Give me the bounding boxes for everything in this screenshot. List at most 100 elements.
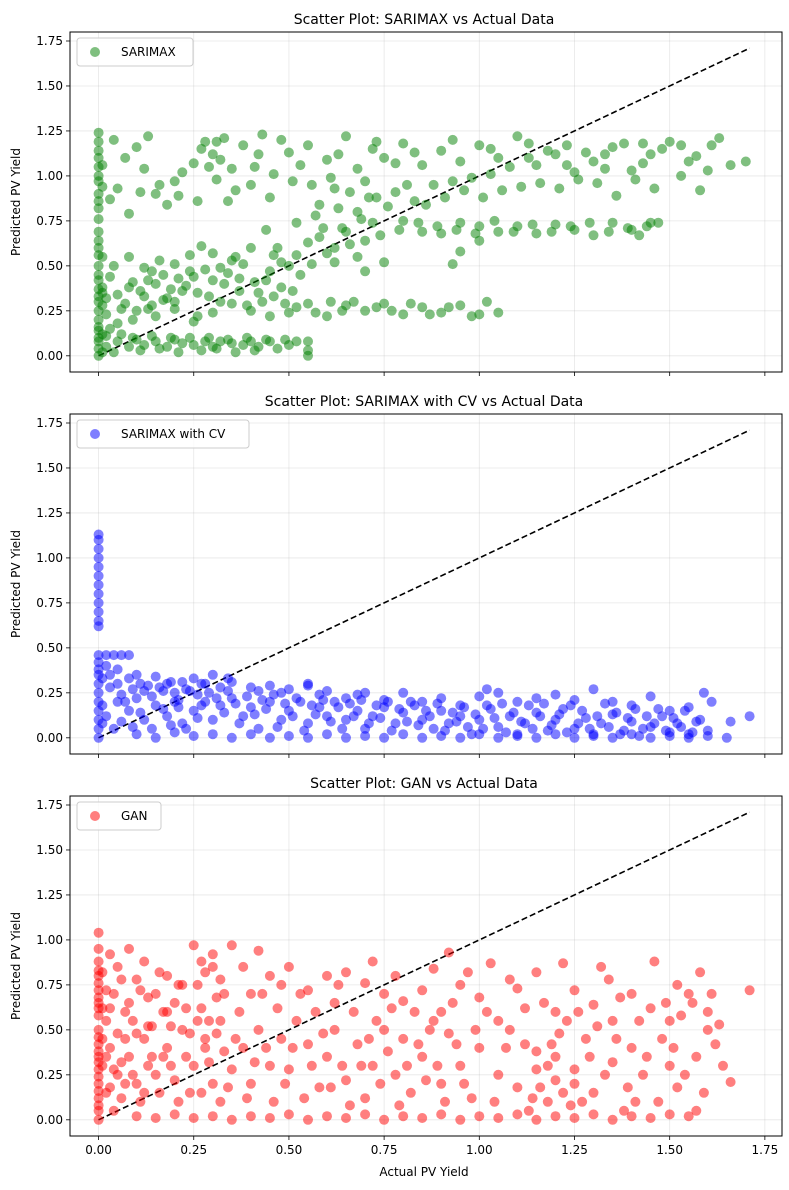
gan-data-point	[124, 1051, 134, 1062]
gan-data-point	[558, 1087, 569, 1098]
gan-data-point	[139, 1033, 150, 1044]
sarimax-cv-data-point	[146, 723, 157, 734]
sarimax-data-point	[177, 338, 188, 349]
gan-data-point	[93, 1078, 104, 1089]
gan-data-point	[143, 1021, 154, 1032]
sarimax-data-point	[223, 268, 233, 279]
sarimax-data-point	[649, 183, 660, 194]
gan-data-point	[219, 988, 230, 999]
sarimax-data-point	[424, 309, 435, 320]
sarimax-data-point	[219, 278, 230, 289]
sarimax-data-point	[173, 190, 184, 201]
gan-data-point	[394, 1100, 405, 1111]
sarimax-data-point	[303, 298, 313, 309]
gan-data-point	[287, 1042, 298, 1053]
sarimax-data-point	[257, 296, 268, 307]
sarimax-cv-data-point	[245, 682, 256, 693]
gan-data-point	[565, 1100, 576, 1111]
sarimax-cv-data-point	[131, 693, 142, 704]
gan-data-point	[93, 978, 104, 989]
sarimax-data-point	[344, 239, 355, 250]
sarimax-cv-data-point	[523, 700, 534, 711]
sarimax-data-point	[455, 300, 466, 311]
sarimax-legend-marker	[90, 47, 100, 57]
sarimax-data-point	[474, 140, 485, 151]
sarimax-data-point	[550, 149, 561, 160]
gan-data-point	[691, 1105, 702, 1116]
gan-data-point	[314, 1082, 325, 1093]
sarimax-data-point	[584, 217, 595, 228]
gan-data-point	[93, 1100, 104, 1111]
sarimax-data-point	[207, 248, 218, 259]
sarimax-data-point	[360, 235, 371, 246]
sarimax-cv-data-point	[577, 705, 588, 716]
sarimax-data-point	[165, 332, 176, 343]
gan-data-point	[154, 967, 165, 978]
gan-data-point	[165, 1060, 176, 1071]
gan-data-point	[181, 1051, 192, 1062]
gan-data-point	[127, 1015, 138, 1026]
sarimax-data-point	[295, 160, 306, 171]
sarimax-data-point	[638, 158, 648, 169]
sarimax-cv-data-point	[105, 669, 115, 680]
gan-data-point	[215, 1096, 226, 1107]
sarimax-cv-data-point	[322, 686, 332, 696]
gan-data-point	[607, 1057, 618, 1068]
gan-data-point	[105, 1003, 115, 1014]
sarimax-data-point	[154, 179, 165, 190]
sarimax-cv-data-point	[653, 704, 664, 714]
sarimax-data-point	[352, 163, 363, 174]
sarimax-data-point	[322, 248, 332, 259]
gan-data-point	[192, 1015, 203, 1026]
sarimax-cv-data-point	[93, 687, 104, 698]
gan-data-point	[124, 997, 134, 1008]
sarimax-cv-data-point	[382, 696, 393, 707]
sarimax-data-point	[360, 266, 371, 277]
gan-data-point	[238, 961, 249, 972]
gan-x-tick-label: 1.75	[752, 1143, 779, 1157]
sarimax-cv-data-point	[322, 729, 332, 740]
sarimax-data-point	[360, 305, 371, 316]
sarimax-data-point	[645, 149, 656, 160]
sarimax-data-point	[280, 298, 291, 309]
sarimax-data-point	[264, 266, 275, 277]
sarimax-cv-data-point	[97, 673, 108, 684]
sarimax-data-point	[485, 143, 496, 154]
sarimax-data-point	[466, 311, 477, 322]
sarimax-data-point	[188, 158, 199, 169]
sarimax-cv-y-tick-label: 0.75	[36, 596, 63, 610]
sarimax-cv-data-point	[660, 725, 671, 736]
sarimax-data-point	[276, 282, 287, 293]
sarimax-cv-data-point	[531, 732, 542, 743]
gan-data-point	[158, 1051, 169, 1062]
sarimax-cv-data-point	[474, 691, 485, 702]
sarimax-y-tick-label: 0.50	[36, 259, 63, 273]
sarimax-data-point	[409, 147, 420, 158]
gan-data-point	[93, 1071, 104, 1082]
gan-data-point	[550, 1075, 561, 1086]
sarimax-cv-data-point	[455, 732, 466, 743]
sarimax-cv-legend: SARIMAX with CV	[76, 419, 250, 449]
sarimax-cv-data-point	[600, 698, 610, 709]
sarimax-cv-data-point	[363, 718, 374, 729]
sarimax-data-point	[249, 277, 260, 288]
gan-data-point	[504, 974, 515, 985]
sarimax-cv-data-point	[546, 720, 557, 731]
sarimax-data-point	[223, 196, 233, 207]
sarimax-data-point	[143, 131, 154, 142]
sarimax-cv-data-point	[565, 700, 576, 711]
gan-y-tick-label: 1.50	[36, 843, 63, 857]
sarimax-data-point	[196, 345, 207, 356]
sarimax-data-point	[127, 314, 138, 325]
sarimax-cv-data-point	[283, 684, 294, 695]
gan-data-point	[184, 1087, 195, 1098]
sarimax-cv-points	[93, 529, 755, 743]
sarimax-data-point	[177, 167, 188, 178]
gan-data-point	[188, 1060, 199, 1071]
sarimax-cv-data-point	[698, 687, 709, 698]
sarimax-data-point	[268, 291, 279, 302]
sarimax-data-point	[333, 149, 344, 160]
sarimax-data-point	[371, 302, 382, 313]
gan-data-point	[280, 1078, 291, 1089]
